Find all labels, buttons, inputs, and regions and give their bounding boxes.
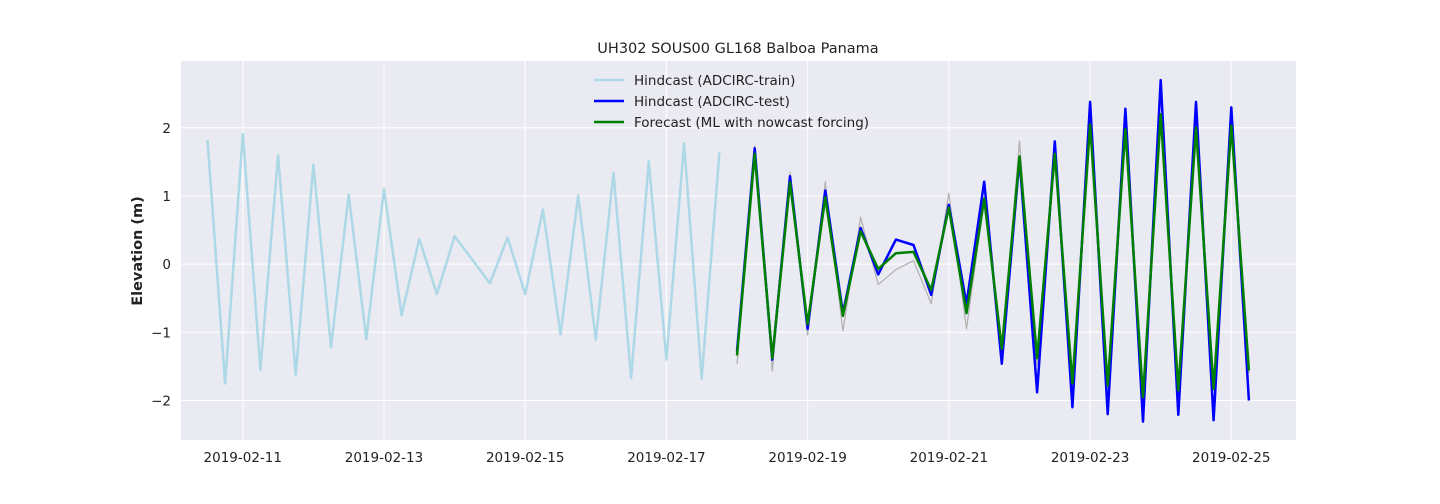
x-tick-label: 2019-02-19 <box>768 450 846 466</box>
x-tick-label: 2019-02-11 <box>204 450 282 466</box>
y-tick-label: 2 <box>162 121 171 137</box>
y-axis: −2 −1 0 1 2 <box>151 121 171 410</box>
legend-label: Hindcast (ADCIRC-test) <box>634 94 790 110</box>
y-tick-label: 1 <box>162 189 171 205</box>
x-tick-label: 2019-02-13 <box>345 450 423 466</box>
y-tick-label: −1 <box>151 325 171 341</box>
y-tick-label: 0 <box>162 257 171 273</box>
series-line-1 <box>206 132 721 385</box>
x-axis: 2019-02-11 2019-02-13 2019-02-15 2019-02-17… <box>204 450 1271 466</box>
x-tick-label: 2019-02-25 <box>1192 450 1270 466</box>
legend: Hindcast (ADCIRC-train) Hindcast (ADCIRC-… <box>594 73 869 131</box>
series-lines <box>206 78 1251 423</box>
y-tick-label: −2 <box>151 393 171 409</box>
x-tick-label: 2019-02-23 <box>1051 450 1129 466</box>
legend-label: Forecast (ML with nowcast forcing) <box>634 115 869 131</box>
legend-label: Hindcast (ADCIRC-train) <box>634 73 795 89</box>
y-axis-label: Elevation (m) <box>130 196 146 306</box>
chart-title: UH302 SOUS00 GL168 Balboa Panama <box>597 41 878 57</box>
x-tick-label: 2019-02-15 <box>486 450 564 466</box>
x-tick-label: 2019-02-21 <box>910 450 988 466</box>
x-tick-label: 2019-02-17 <box>627 450 705 466</box>
series-line-4 <box>735 112 1251 399</box>
